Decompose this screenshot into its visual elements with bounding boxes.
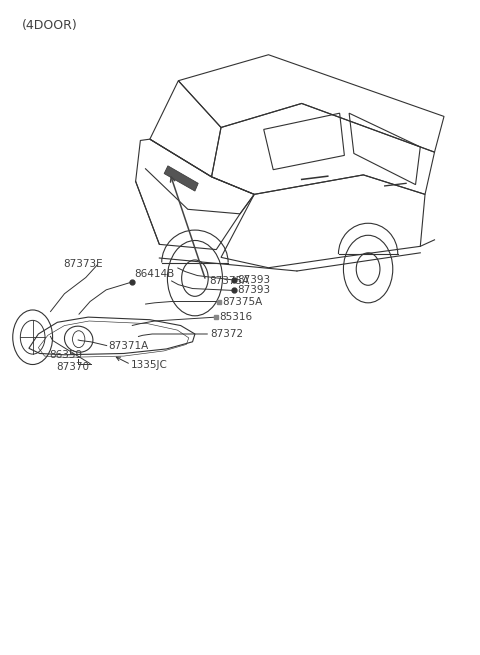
- Text: 87375A: 87375A: [209, 276, 250, 286]
- Text: 85316: 85316: [219, 312, 253, 322]
- Polygon shape: [164, 166, 198, 191]
- Text: 87373E: 87373E: [63, 259, 103, 269]
- Text: 87393: 87393: [238, 286, 271, 295]
- Text: 1335JC: 1335JC: [131, 360, 168, 369]
- Text: 87371A: 87371A: [108, 341, 148, 351]
- Text: 86414B: 86414B: [134, 269, 174, 279]
- Text: (4DOOR): (4DOOR): [22, 19, 77, 32]
- Text: 87375A: 87375A: [222, 297, 262, 307]
- Text: 87393: 87393: [238, 275, 271, 285]
- Text: 86359: 86359: [49, 350, 82, 360]
- Text: 87370: 87370: [56, 362, 89, 372]
- Text: 87372: 87372: [211, 329, 244, 339]
